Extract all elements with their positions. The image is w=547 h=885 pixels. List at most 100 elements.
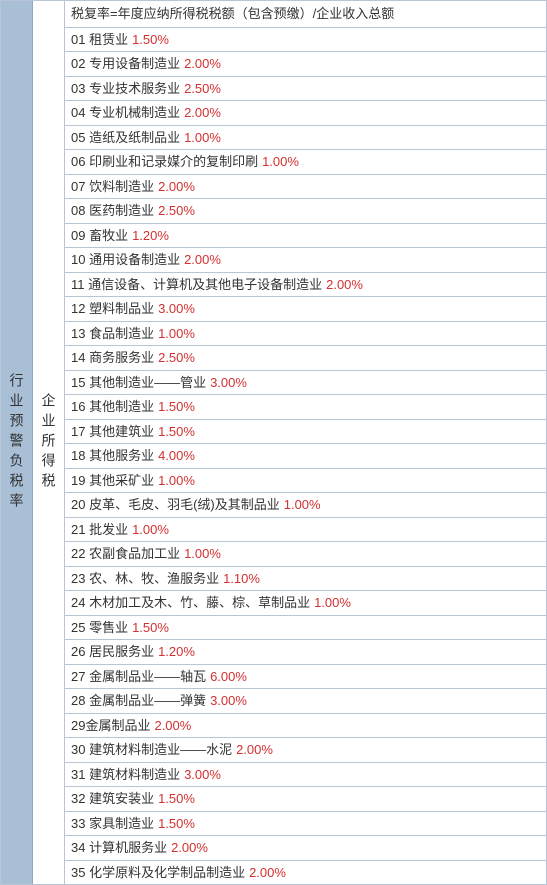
tax-rate: 3.00%	[158, 299, 195, 319]
industry-name: 17 其他建筑业	[71, 422, 154, 442]
table-row: 13 食品制造业1.00%	[65, 322, 546, 347]
table-row: 27 金属制品业——轴瓦6.00%	[65, 665, 546, 690]
table-row: 33 家具制造业1.50%	[65, 812, 546, 837]
table-row: 34 计算机服务业2.00%	[65, 836, 546, 861]
industry-name: 08 医药制造业	[71, 201, 154, 221]
table-row: 04 专业机械制造业2.00%	[65, 101, 546, 126]
industry-name: 34 计算机服务业	[71, 838, 167, 858]
tax-rate: 1.00%	[184, 128, 221, 148]
tax-rate: 1.00%	[132, 520, 169, 540]
tax-rate: 1.50%	[132, 30, 169, 50]
tax-rate: 1.20%	[158, 642, 195, 662]
table-row: 29金属制品业2.00%	[65, 714, 546, 739]
formula-header: 税复率=年度应纳所得税税额（包含预缴）/企业收入总额	[65, 1, 546, 28]
industry-name: 35 化学原料及化学制品制造业	[71, 863, 245, 883]
industry-name: 33 家具制造业	[71, 814, 154, 834]
category-label: 行业预警负税率	[7, 373, 27, 513]
tax-rate: 1.50%	[132, 618, 169, 638]
table-row: 08 医药制造业2.50%	[65, 199, 546, 224]
table-row: 32 建筑安装业1.50%	[65, 787, 546, 812]
tax-rate: 2.50%	[184, 79, 221, 99]
tax-type-col: 企业所得税	[33, 1, 65, 884]
table-row: 23 农、林、牧、渔服务业1.10%	[65, 567, 546, 592]
industry-name: 23 农、林、牧、渔服务业	[71, 569, 219, 589]
tax-rate-table: 行业预警负税率 企业所得税 税复率=年度应纳所得税税额（包含预缴）/企业收入总额…	[0, 0, 547, 885]
tax-rate: 2.50%	[158, 201, 195, 221]
industry-name: 30 建筑材料制造业——水泥	[71, 740, 232, 760]
category-label-col: 行业预警负税率	[1, 1, 33, 884]
tax-rate: 2.50%	[158, 348, 195, 368]
industry-name: 07 饮料制造业	[71, 177, 154, 197]
table-row: 06 印刷业和记录媒介的复制印刷1.00%	[65, 150, 546, 175]
tax-rate: 1.50%	[158, 789, 195, 809]
industry-name: 29金属制品业	[71, 716, 150, 736]
data-col: 税复率=年度应纳所得税税额（包含预缴）/企业收入总额 01 租赁业1.50%02…	[65, 1, 546, 884]
industry-name: 22 农副食品加工业	[71, 544, 180, 564]
table-row: 19 其他采矿业1.00%	[65, 469, 546, 494]
rows-container: 01 租赁业1.50%02 专用设备制造业2.00%03 专业技术服务业2.50…	[65, 28, 546, 885]
tax-rate: 2.00%	[171, 838, 208, 858]
table-row: 21 批发业1.00%	[65, 518, 546, 543]
industry-name: 09 畜牧业	[71, 226, 128, 246]
tax-type-label: 企业所得税	[39, 393, 59, 493]
table-row: 02 专用设备制造业2.00%	[65, 52, 546, 77]
table-row: 09 畜牧业1.20%	[65, 224, 546, 249]
tax-rate: 1.50%	[158, 397, 195, 417]
table-row: 11 通信设备、计算机及其他电子设备制造业2.00%	[65, 273, 546, 298]
table-row: 05 造纸及纸制品业1.00%	[65, 126, 546, 151]
industry-name: 20 皮革、毛皮、羽毛(绒)及其制品业	[71, 495, 280, 515]
table-row: 20 皮革、毛皮、羽毛(绒)及其制品业1.00%	[65, 493, 546, 518]
industry-name: 06 印刷业和记录媒介的复制印刷	[71, 152, 258, 172]
tax-rate: 1.50%	[158, 422, 195, 442]
table-row: 01 租赁业1.50%	[65, 28, 546, 53]
table-row: 31 建筑材料制造业3.00%	[65, 763, 546, 788]
industry-name: 03 专业技术服务业	[71, 79, 180, 99]
industry-name: 28 金属制品业——弹簧	[71, 691, 206, 711]
tax-rate: 1.00%	[158, 324, 195, 344]
industry-name: 10 通用设备制造业	[71, 250, 180, 270]
tax-rate: 2.00%	[249, 863, 286, 883]
tax-rate: 3.00%	[210, 691, 247, 711]
industry-name: 31 建筑材料制造业	[71, 765, 180, 785]
tax-rate: 1.00%	[184, 544, 221, 564]
tax-rate: 1.00%	[262, 152, 299, 172]
industry-name: 32 建筑安装业	[71, 789, 154, 809]
table-row: 16 其他制造业1.50%	[65, 395, 546, 420]
tax-rate: 3.00%	[210, 373, 247, 393]
table-row: 07 饮料制造业2.00%	[65, 175, 546, 200]
industry-name: 27 金属制品业——轴瓦	[71, 667, 206, 687]
tax-rate: 3.00%	[184, 765, 221, 785]
table-row: 35 化学原料及化学制品制造业2.00%	[65, 861, 546, 885]
tax-rate: 4.00%	[158, 446, 195, 466]
table-row: 25 零售业1.50%	[65, 616, 546, 641]
table-row: 12 塑料制品业3.00%	[65, 297, 546, 322]
tax-rate: 1.10%	[223, 569, 260, 589]
tax-rate: 2.00%	[154, 716, 191, 736]
table-row: 03 专业技术服务业2.50%	[65, 77, 546, 102]
industry-name: 14 商务服务业	[71, 348, 154, 368]
tax-rate: 1.00%	[284, 495, 321, 515]
table-row: 26 居民服务业1.20%	[65, 640, 546, 665]
tax-rate: 1.00%	[314, 593, 351, 613]
industry-name: 18 其他服务业	[71, 446, 154, 466]
tax-rate: 2.00%	[326, 275, 363, 295]
industry-name: 25 零售业	[71, 618, 128, 638]
table-row: 24 木材加工及木、竹、藤、棕、草制品业1.00%	[65, 591, 546, 616]
table-row: 30 建筑材料制造业——水泥2.00%	[65, 738, 546, 763]
industry-name: 11 通信设备、计算机及其他电子设备制造业	[71, 275, 322, 295]
industry-name: 12 塑料制品业	[71, 299, 154, 319]
tax-rate: 2.00%	[184, 250, 221, 270]
industry-name: 13 食品制造业	[71, 324, 154, 344]
tax-rate: 2.00%	[184, 103, 221, 123]
industry-name: 01 租赁业	[71, 30, 128, 50]
tax-rate: 1.50%	[158, 814, 195, 834]
industry-name: 15 其他制造业——管业	[71, 373, 206, 393]
industry-name: 24 木材加工及木、竹、藤、棕、草制品业	[71, 593, 310, 613]
table-row: 15 其他制造业——管业3.00%	[65, 371, 546, 396]
industry-name: 26 居民服务业	[71, 642, 154, 662]
table-row: 28 金属制品业——弹簧3.00%	[65, 689, 546, 714]
tax-rate: 2.00%	[158, 177, 195, 197]
tax-rate: 1.20%	[132, 226, 169, 246]
tax-rate: 2.00%	[184, 54, 221, 74]
table-row: 17 其他建筑业1.50%	[65, 420, 546, 445]
